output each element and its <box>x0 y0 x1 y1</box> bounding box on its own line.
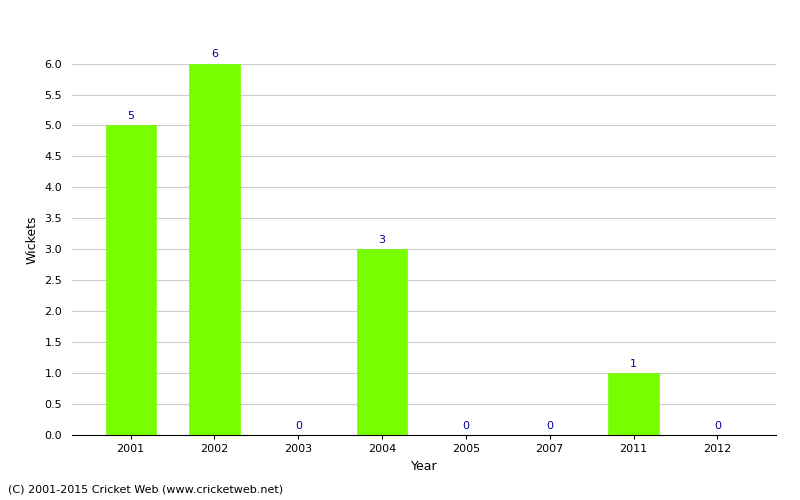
Y-axis label: Wickets: Wickets <box>26 216 39 264</box>
Bar <box>357 250 407 435</box>
Text: 0: 0 <box>294 420 302 430</box>
X-axis label: Year: Year <box>410 460 438 472</box>
Text: 0: 0 <box>462 420 470 430</box>
Text: 1: 1 <box>630 359 637 369</box>
Text: 3: 3 <box>378 235 386 245</box>
Text: 5: 5 <box>127 111 134 121</box>
Bar <box>106 126 156 435</box>
Bar <box>190 64 240 435</box>
Bar <box>608 373 658 435</box>
Text: 0: 0 <box>546 420 554 430</box>
Text: 6: 6 <box>211 49 218 59</box>
Text: 0: 0 <box>714 420 721 430</box>
Text: (C) 2001-2015 Cricket Web (www.cricketweb.net): (C) 2001-2015 Cricket Web (www.cricketwe… <box>8 485 283 495</box>
